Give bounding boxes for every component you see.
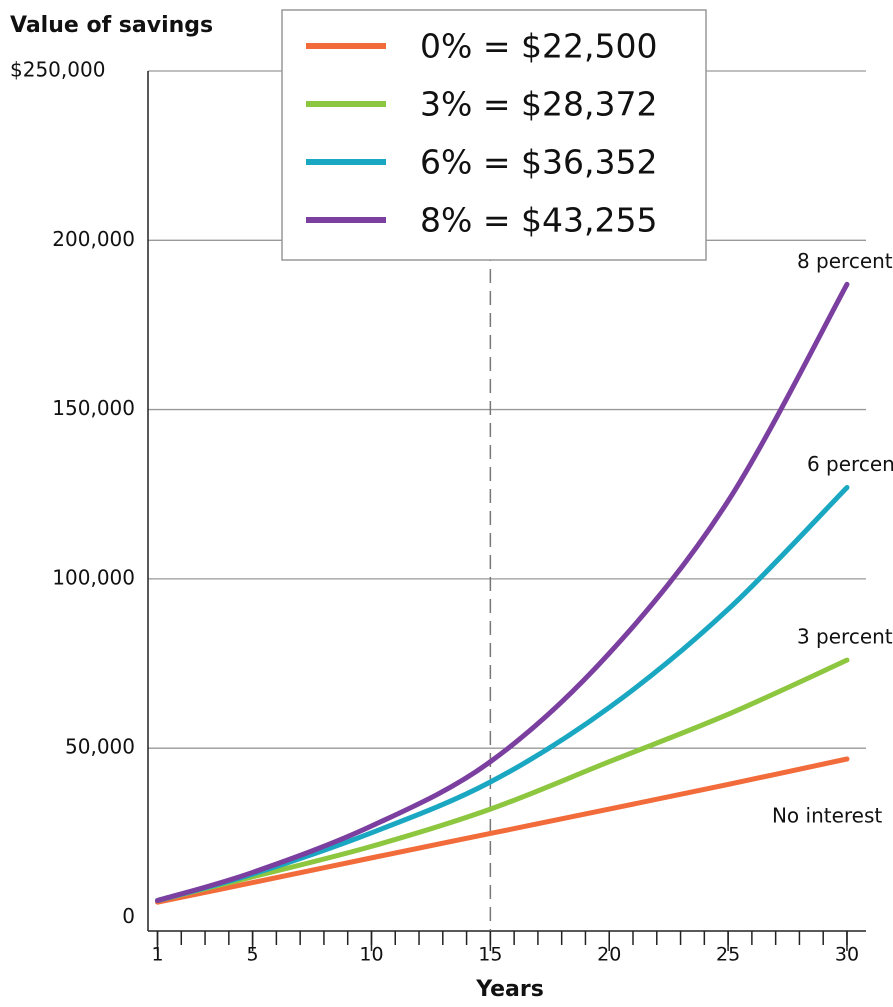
legend-label: 8% = $43,255 (420, 201, 657, 240)
x-tick-label: 15 (478, 944, 502, 966)
series-line (155, 484, 850, 904)
x-tick-label: 30 (835, 944, 859, 966)
series-label: 8 percent (797, 249, 893, 273)
y-tick-label: 50,000 (65, 735, 135, 759)
series-label: 6 percent (807, 452, 893, 476)
legend-label: 0% = $22,500 (420, 27, 657, 66)
y-tick-label: 150,000 (52, 396, 135, 420)
legend-label: 6% = $36,352 (420, 143, 657, 182)
x-tick-label: 20 (597, 944, 621, 966)
x-axis-title: Years (475, 977, 544, 1002)
x-tick-label: 1 (151, 944, 163, 966)
series-line (155, 657, 850, 904)
x-tick-label: 5 (247, 944, 259, 966)
y-tick-label: 100,000 (52, 565, 135, 589)
y-tick-label: 0 (122, 904, 135, 928)
x-tick-label: 25 (716, 944, 740, 966)
series-line (155, 281, 850, 904)
y-tick-label: $250,000 (10, 58, 105, 82)
series-label: 3 percent (797, 625, 893, 649)
x-tick-label: 10 (359, 944, 383, 966)
legend-label: 3% = $28,372 (420, 85, 657, 124)
series-label: No interest (772, 804, 882, 828)
series-line (155, 756, 850, 905)
y-axis-title: Value of savings (10, 13, 213, 38)
y-tick-label: 200,000 (52, 227, 135, 251)
